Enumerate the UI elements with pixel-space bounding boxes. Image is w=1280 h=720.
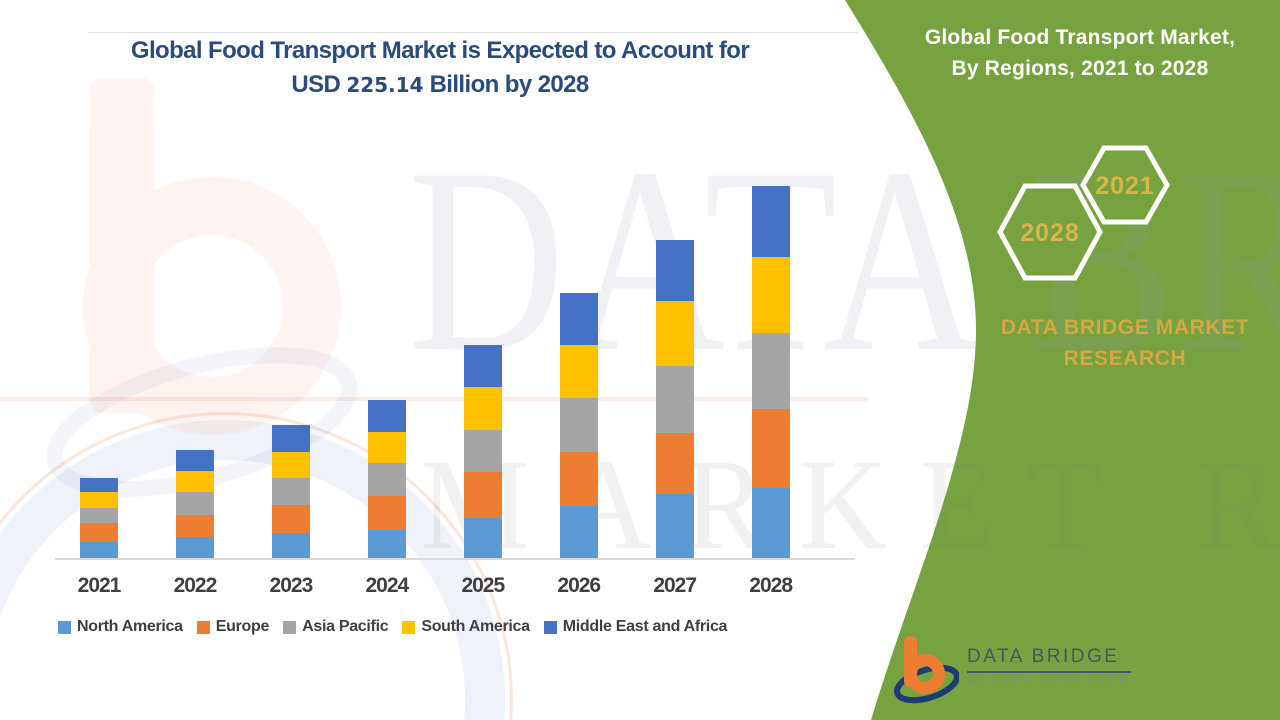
bar-segment-asia-pacific-2028 [751,332,790,409]
bar-segment-south-america-2026 [559,344,598,398]
bar-segment-north-america-2028 [751,487,790,558]
bar-segment-europe-2023 [271,505,310,534]
bar-segment-europe-2028 [751,408,790,488]
bar-segment-south-america-2025 [463,387,502,431]
brand-name-line2: RESEARCH [1063,347,1187,370]
bar-segment-asia-pacific-2024 [367,463,406,497]
x-axis-label-2028: 2028 [749,574,793,597]
bar-segment-south-america-2024 [367,431,406,463]
watermark-text-market-research: MARKET RESEARCH [420,440,1280,570]
chart-title-line2-suffix: Billion by 2028 [423,71,590,98]
legend-swatch-north-america [58,620,71,634]
legend-item-north-america: North America [58,618,183,636]
brand-name: DATA BRIDGE MARKET RESEARCH [955,312,1280,374]
bar-segment-middle-east-and-africa-2023 [271,425,310,453]
x-axis-label-2022: 2022 [173,574,218,597]
bar-segment-north-america-2027 [655,494,694,558]
legend-label-middle-east-and-africa: Middle East and Africa [562,618,728,635]
bar-segment-north-america-2026 [559,505,598,558]
bar-segment-europe-2022 [175,515,214,538]
data-bridge-logo-icon [894,636,959,704]
hexagon-2028-label: 2028 [1020,219,1080,247]
watermark-red-line [0,397,868,401]
hexagon-2021-label: 2021 [1095,172,1155,200]
footer-logo-subtext: MARKET RESEARCH [967,677,1131,686]
bar-segment-europe-2027 [655,433,694,495]
bar-segment-europe-2021 [80,522,118,542]
footer-logo-text: DATA BRIDGE MARKET RESEARCH [967,634,1131,708]
bar-segment-south-america-2021 [80,491,118,508]
legend-swatch-asia-pacific [283,620,297,634]
bar-segment-europe-2025 [463,472,502,519]
bar-segment-north-america-2022 [175,537,214,558]
chart-legend: North America Europe Asia Pacific South Ame… [58,618,727,636]
chart-title-line1: Global Food Transport Market is Expected… [130,37,750,64]
bar-segment-north-america-2024 [367,530,406,558]
chart-title: Global Food Transport Market is Expected… [55,34,825,102]
bar-segment-south-america-2028 [751,257,790,333]
bar-segment-north-america-2023 [271,533,310,558]
year-hexagons: 2021 2028 [997,145,1170,281]
x-axis-line [55,558,855,560]
x-axis-label-2021: 2021 [77,574,122,597]
bar-segment-asia-pacific-2027 [655,366,694,434]
x-axis-label-2023: 2023 [269,574,314,597]
footer-logo-name: DATA BRIDGE [967,646,1131,673]
chart-title-line2-prefix: USD [291,71,347,98]
legend-item-south-america: South America [402,618,530,636]
bar-segment-asia-pacific-2022 [175,492,214,516]
hexagon-2028 [997,183,1103,281]
bar-segment-asia-pacific-2023 [271,478,310,506]
x-axis-label-2026: 2026 [557,574,601,597]
x-axis-label-2027: 2027 [653,574,697,597]
bar-segment-north-america-2021 [80,541,118,558]
bar-segment-middle-east-and-africa-2024 [367,399,406,432]
legend-swatch-europe [196,620,210,634]
legend-item-europe: Europe [196,618,270,636]
bar-segment-south-america-2022 [175,471,214,493]
side-panel-title: Global Food Transport Market, By Regions… [880,22,1280,84]
bar-segment-middle-east-and-africa-2025 [463,345,502,388]
bar-segment-europe-2024 [367,496,406,531]
bar-segment-south-america-2027 [655,301,694,367]
watermark-top-line [88,32,858,33]
x-axis-label-2024: 2024 [365,574,409,597]
legend-swatch-middle-east-and-africa [543,620,557,634]
watermark-data-bridge-logo-icon [46,78,358,497]
bar-segment-middle-east-and-africa-2022 [175,450,214,472]
footer-logo: DATA BRIDGE MARKET RESEARCH [893,634,1131,708]
chart-title-value: 225.14 [346,73,424,97]
bar-segment-asia-pacific-2025 [463,430,502,473]
hexagon-2021 [1080,145,1170,225]
bar-segment-south-america-2023 [271,452,310,479]
bar-segment-middle-east-and-africa-2026 [559,292,598,345]
bar-segment-north-america-2025 [463,518,502,558]
legend-label-north-america: North America [77,618,183,635]
side-panel-title-line1: Global Food Transport Market, [924,26,1236,49]
side-panel-title-line2: By Regions, 2021 to 2028 [951,57,1209,80]
bar-segment-middle-east-and-africa-2027 [655,240,694,302]
legend-label-europe: Europe [215,618,270,635]
legend-label-south-america: South America [421,618,530,635]
legend-item-asia-pacific: Asia Pacific [283,618,389,636]
brand-name-line1: DATA BRIDGE MARKET [1000,316,1250,339]
bar-segment-middle-east-and-africa-2021 [80,477,118,492]
legend-item-middle-east-and-africa: Middle East and Africa [543,618,728,636]
x-axis-label-2025: 2025 [461,574,505,597]
legend-label-asia-pacific: Asia Pacific [302,618,389,635]
legend-swatch-south-america [402,620,416,634]
bar-segment-middle-east-and-africa-2028 [751,185,790,257]
bar-segment-asia-pacific-2021 [80,507,118,523]
bar-segment-asia-pacific-2026 [559,397,598,452]
bar-segment-europe-2026 [559,451,598,506]
